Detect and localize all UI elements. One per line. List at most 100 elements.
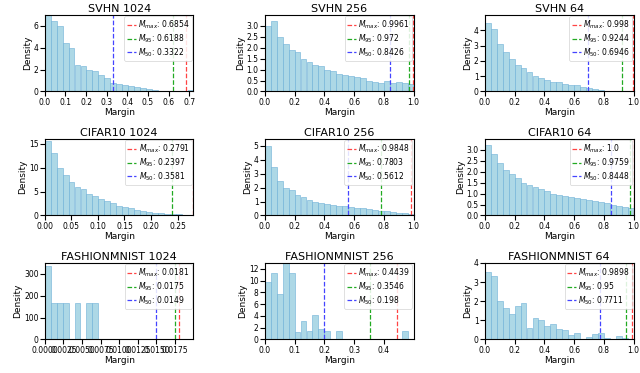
Bar xyxy=(491,154,497,216)
Bar xyxy=(271,167,276,216)
Bar xyxy=(75,65,81,91)
Bar xyxy=(545,80,550,91)
Bar xyxy=(550,194,556,216)
Bar xyxy=(574,333,580,339)
Bar xyxy=(378,83,384,91)
Bar xyxy=(372,210,378,216)
Bar xyxy=(81,189,86,216)
Bar xyxy=(366,209,372,216)
Bar xyxy=(390,83,396,91)
Bar xyxy=(128,208,134,216)
Bar xyxy=(45,266,51,339)
Bar xyxy=(57,303,63,339)
Bar xyxy=(283,263,289,339)
Bar xyxy=(301,320,307,339)
Title: FASHIONMNIST 1024: FASHIONMNIST 1024 xyxy=(61,252,177,262)
Bar xyxy=(396,213,401,216)
Bar xyxy=(301,197,307,216)
Y-axis label: Density: Density xyxy=(236,36,245,70)
X-axis label: Margin: Margin xyxy=(544,108,575,117)
Bar xyxy=(580,199,586,216)
Bar xyxy=(283,44,289,91)
Bar xyxy=(491,29,497,91)
Bar xyxy=(527,185,532,216)
Bar xyxy=(497,44,502,91)
Bar xyxy=(563,330,568,339)
Bar xyxy=(277,181,283,216)
Y-axis label: Density: Density xyxy=(19,160,28,194)
Bar xyxy=(170,214,175,216)
Bar xyxy=(51,153,56,216)
Bar xyxy=(592,334,598,339)
Bar xyxy=(68,48,74,91)
Legend: $M_{max}$: 0.9898, $M_{95}$: 0.95, $M_{50}$: 0.7711: $M_{max}$: 0.9898, $M_{95}$: 0.95, $M_{5… xyxy=(564,264,632,309)
Bar xyxy=(396,82,401,91)
Bar xyxy=(485,23,491,91)
Bar xyxy=(330,205,336,216)
Bar xyxy=(556,82,562,91)
Bar xyxy=(408,214,413,216)
X-axis label: Margin: Margin xyxy=(324,108,355,117)
Bar xyxy=(319,203,324,216)
Bar xyxy=(568,85,574,91)
Bar xyxy=(491,276,497,339)
Bar xyxy=(354,208,360,216)
Bar xyxy=(312,315,318,339)
Bar xyxy=(122,85,128,91)
Bar xyxy=(390,212,396,216)
Legend: $M_{max}$: 0.998, $M_{95}$: 0.9244, $M_{50}$: 0.6946: $M_{max}$: 0.998, $M_{95}$: 0.9244, $M_{… xyxy=(569,16,632,61)
Bar xyxy=(75,303,81,339)
Bar xyxy=(182,215,188,216)
Bar xyxy=(604,338,610,339)
Bar xyxy=(134,210,140,216)
Bar xyxy=(527,72,532,91)
Bar xyxy=(503,308,509,339)
Bar xyxy=(503,169,509,216)
Bar xyxy=(372,82,378,91)
Bar xyxy=(348,76,354,91)
Bar xyxy=(57,26,63,91)
X-axis label: Margin: Margin xyxy=(544,232,575,241)
X-axis label: Margin: Margin xyxy=(544,356,575,365)
Bar xyxy=(485,272,491,339)
Bar xyxy=(271,273,276,339)
Bar xyxy=(402,330,408,339)
Bar xyxy=(134,87,140,91)
Bar xyxy=(598,202,604,216)
Bar xyxy=(277,294,283,339)
Bar xyxy=(319,329,324,339)
Bar xyxy=(586,200,592,216)
Bar xyxy=(289,190,294,216)
Bar xyxy=(45,141,51,216)
Bar xyxy=(574,85,580,91)
Bar xyxy=(324,330,330,339)
Bar xyxy=(116,84,122,91)
Y-axis label: Density: Density xyxy=(23,36,32,70)
Bar xyxy=(604,203,610,216)
Bar xyxy=(86,303,92,339)
Bar xyxy=(556,329,562,339)
Bar xyxy=(312,201,318,216)
Bar xyxy=(158,213,164,216)
Bar xyxy=(592,201,598,216)
Bar xyxy=(265,146,271,216)
Bar xyxy=(521,69,527,91)
X-axis label: Margin: Margin xyxy=(104,356,134,365)
X-axis label: Margin: Margin xyxy=(324,232,355,241)
Legend: $M_{max}$: 0.6854, $M_{95}$: 0.6188, $M_{50}$: 0.3322: $M_{max}$: 0.6854, $M_{95}$: 0.6188, $M_… xyxy=(124,16,192,61)
Bar xyxy=(515,178,520,216)
Bar xyxy=(294,332,301,339)
Bar xyxy=(51,303,56,339)
Bar xyxy=(515,306,520,339)
Bar xyxy=(283,188,289,216)
Bar xyxy=(294,52,301,91)
Bar xyxy=(116,206,122,216)
Bar xyxy=(545,191,550,216)
Bar xyxy=(188,90,193,91)
Bar xyxy=(63,175,68,216)
Y-axis label: Density: Density xyxy=(456,160,465,194)
Bar xyxy=(324,70,330,91)
Bar xyxy=(515,65,520,91)
Bar xyxy=(188,215,193,216)
X-axis label: Margin: Margin xyxy=(104,108,134,117)
